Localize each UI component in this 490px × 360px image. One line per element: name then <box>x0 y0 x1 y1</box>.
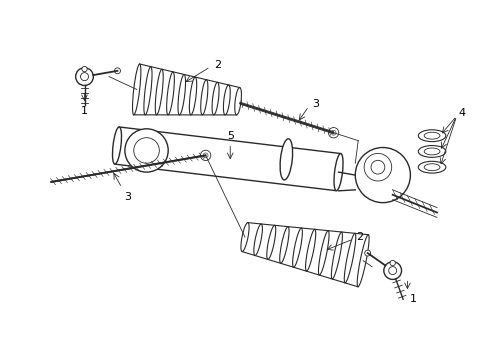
Ellipse shape <box>418 130 446 141</box>
Ellipse shape <box>254 224 263 256</box>
Ellipse shape <box>241 222 249 252</box>
Ellipse shape <box>178 75 186 115</box>
Circle shape <box>389 267 397 275</box>
Ellipse shape <box>212 82 219 115</box>
Ellipse shape <box>280 227 289 263</box>
Ellipse shape <box>418 161 446 173</box>
Text: 4: 4 <box>459 108 466 118</box>
Ellipse shape <box>334 154 343 191</box>
Ellipse shape <box>223 85 230 115</box>
Ellipse shape <box>306 229 316 271</box>
Ellipse shape <box>424 164 440 171</box>
Text: 1: 1 <box>410 294 416 304</box>
Circle shape <box>80 73 89 81</box>
Circle shape <box>328 127 339 138</box>
Circle shape <box>331 130 336 135</box>
Circle shape <box>125 129 168 172</box>
Ellipse shape <box>357 235 369 287</box>
Ellipse shape <box>167 72 174 115</box>
Ellipse shape <box>144 67 152 115</box>
Ellipse shape <box>424 132 440 139</box>
Text: 2: 2 <box>215 60 221 70</box>
Ellipse shape <box>132 64 141 115</box>
Circle shape <box>115 68 121 74</box>
Text: 2: 2 <box>356 232 364 242</box>
Ellipse shape <box>113 127 122 164</box>
Ellipse shape <box>235 87 242 115</box>
Ellipse shape <box>201 80 208 115</box>
Ellipse shape <box>293 228 302 267</box>
Ellipse shape <box>344 233 356 283</box>
Circle shape <box>390 260 395 266</box>
Ellipse shape <box>418 145 446 157</box>
Circle shape <box>384 262 401 279</box>
Circle shape <box>365 250 370 256</box>
Circle shape <box>355 148 411 203</box>
Ellipse shape <box>155 69 163 115</box>
Polygon shape <box>115 127 341 191</box>
Circle shape <box>203 153 208 158</box>
Circle shape <box>134 138 159 163</box>
Circle shape <box>200 150 211 161</box>
Ellipse shape <box>331 232 343 279</box>
Ellipse shape <box>267 225 276 260</box>
Ellipse shape <box>189 77 196 115</box>
Ellipse shape <box>424 148 440 155</box>
Circle shape <box>364 153 392 181</box>
Text: 3: 3 <box>312 99 319 109</box>
Text: 3: 3 <box>124 192 131 202</box>
Circle shape <box>75 68 94 85</box>
Ellipse shape <box>318 231 329 275</box>
Circle shape <box>82 67 87 72</box>
Text: 5: 5 <box>227 131 234 141</box>
Text: 1: 1 <box>81 106 88 116</box>
Circle shape <box>371 160 385 174</box>
Ellipse shape <box>280 139 293 180</box>
